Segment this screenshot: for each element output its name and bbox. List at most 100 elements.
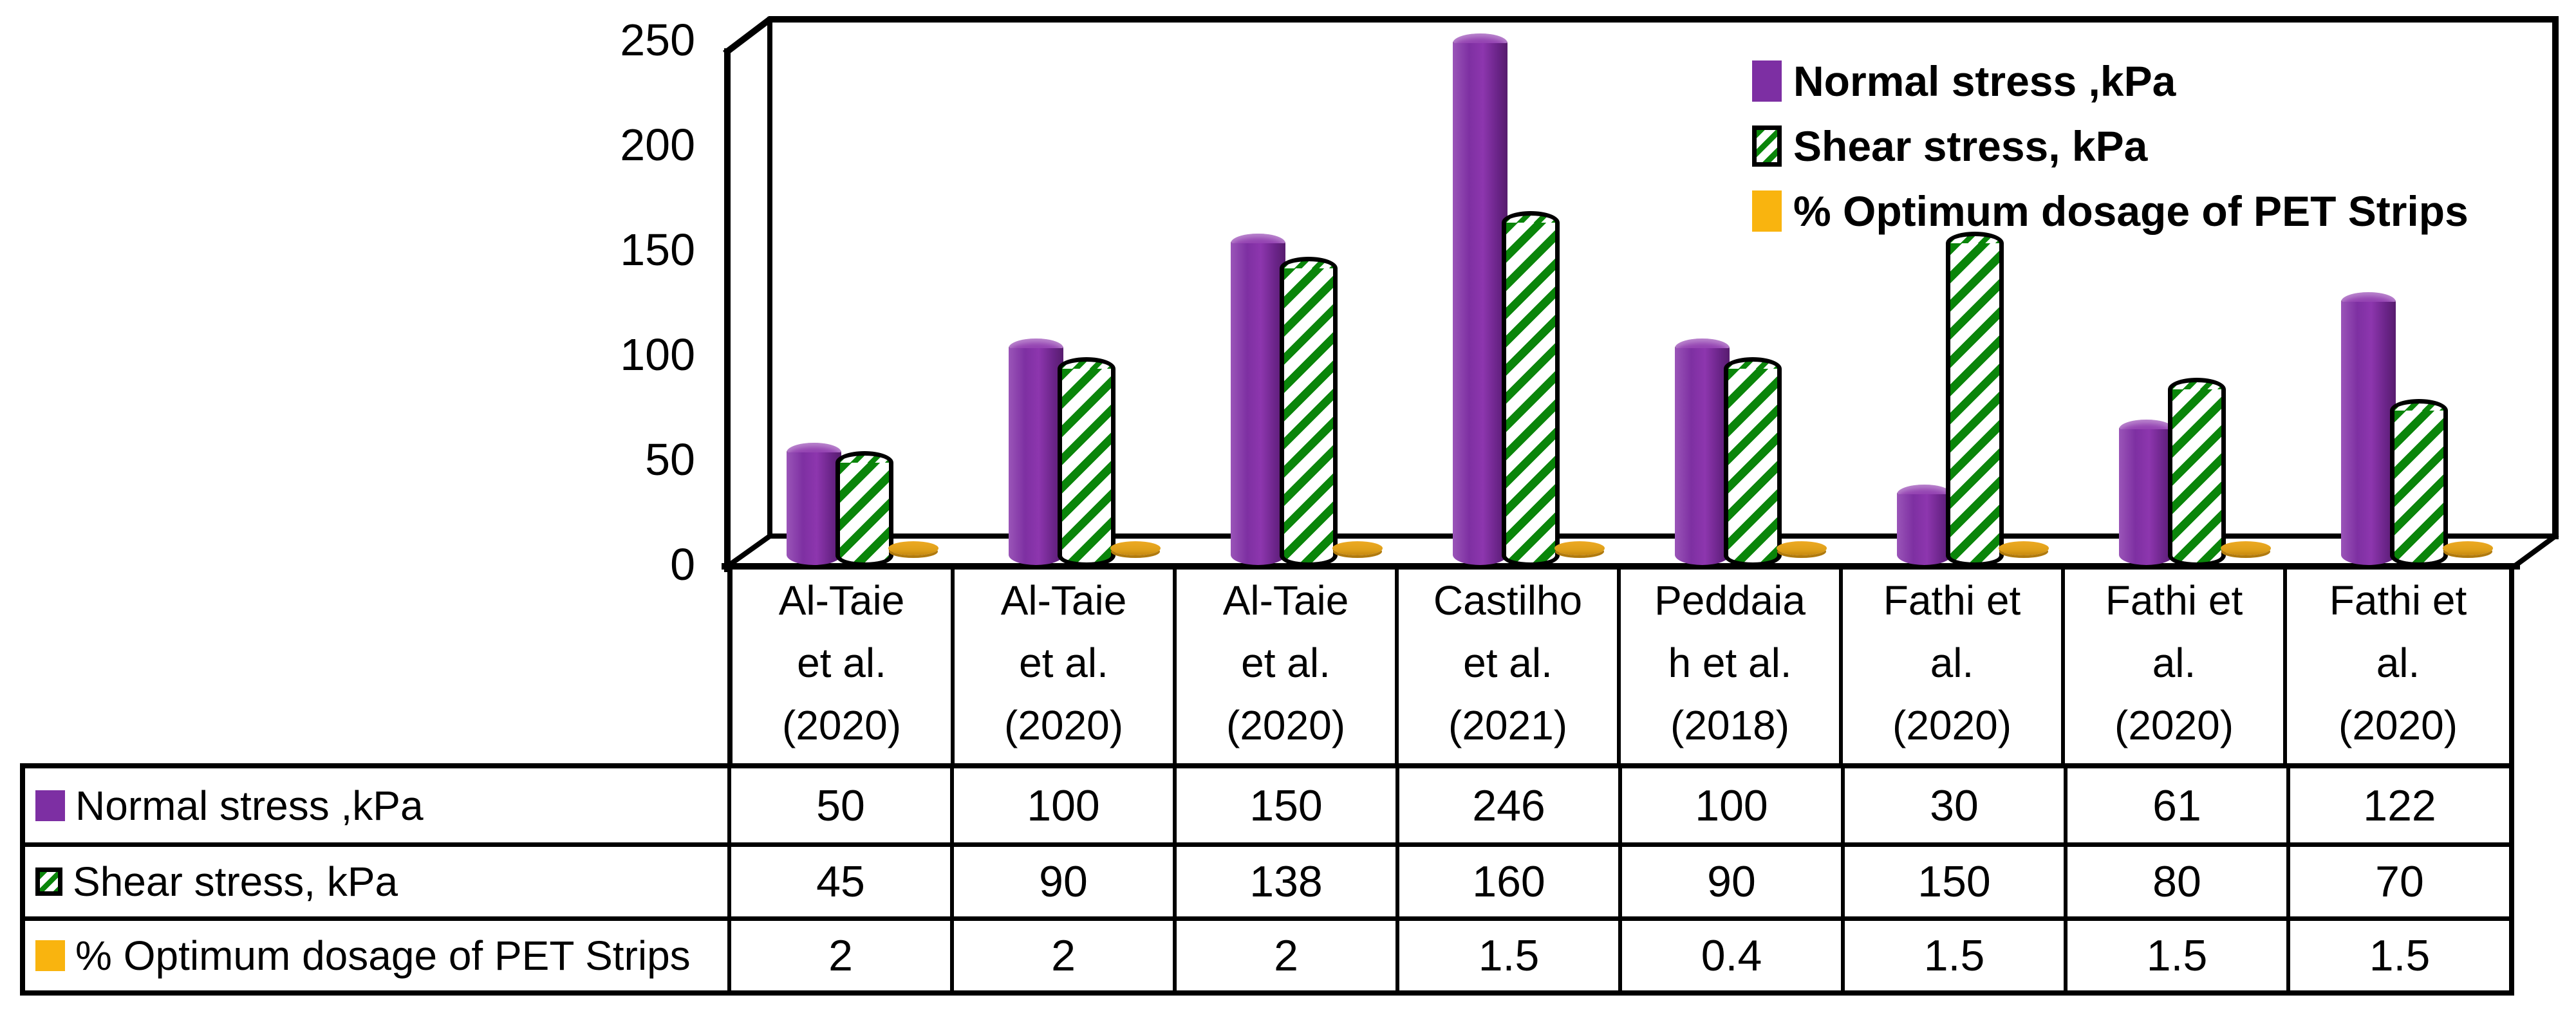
category-label: Castilho et al. (2021) (1399, 563, 1621, 763)
category-label: Al-Taie et al. (2020) (1177, 563, 1399, 763)
y-axis-tick-label: 50 (645, 434, 695, 485)
category-label: Peddaia h et al. (2018) (1621, 563, 1843, 763)
bar-normal-stress (1009, 338, 1063, 565)
legend-swatch-shear-stress-icon (1752, 125, 1782, 167)
legend-swatch-pet-dosage-icon (1752, 190, 1782, 232)
bar-shear-stress (2390, 398, 2448, 567)
bar-normal-stress (1675, 338, 1730, 565)
bar-normal-stress (1897, 484, 1952, 565)
legend-item-normal-stress: Normal stress ,kPa (1752, 59, 2469, 103)
bar-shear-stress (835, 450, 893, 567)
cylinder-body (1502, 222, 1560, 567)
category-label: Fathi et al. (2020) (1843, 563, 2065, 763)
table-cell: 90 (1618, 842, 1841, 916)
cylinder-body (1058, 368, 1115, 567)
marker-pet-dosage (1110, 541, 1161, 555)
y-axis-tick-label: 250 (620, 15, 695, 65)
marker-pet-dosage (1777, 541, 1827, 555)
category-label: Fathi et al. (2020) (2329, 577, 2467, 749)
category-label: Fathi et al. (2020) (2065, 563, 2287, 763)
bar-shear-stress (1502, 210, 1560, 567)
legend-item-shear-stress: Shear stress, kPa (1752, 124, 2469, 168)
table-cell: 2 (950, 916, 1173, 990)
cylinder-body (1897, 494, 1952, 565)
table-swatch-shear-stress-icon (35, 867, 62, 896)
table-cell: 90 (950, 842, 1173, 916)
cylinder-body (2341, 302, 2396, 565)
cylinder-body (2168, 389, 2226, 567)
marker-pet-dosage (2221, 541, 2271, 555)
marker-pet-dosage (1554, 541, 1605, 555)
cylinder-body (835, 462, 893, 567)
cylinder-body (1009, 348, 1063, 565)
table-cell: 61 (2064, 768, 2286, 842)
table-swatch-normal-stress-icon (35, 790, 65, 821)
bar-normal-stress (1231, 234, 1285, 565)
bar-normal-stress (2119, 420, 2174, 565)
data-table: Normal stress ,kPa 50 100 150 246 100 30 61 122 S… (20, 763, 2514, 996)
cylinder-body (1946, 243, 2004, 567)
table-cell: 150 (1173, 768, 1395, 842)
table-swatch-pet-dosage-icon (35, 940, 65, 971)
cylinder-body (1675, 348, 1730, 565)
cylinder-body (1231, 243, 1285, 565)
bar-normal-stress (2341, 292, 2396, 565)
cylinder-body (1453, 42, 1507, 565)
table-cell: 122 (2286, 768, 2509, 842)
bar-normal-stress (787, 442, 841, 565)
table-cell: 2 (727, 916, 950, 990)
table-cell: 1.5 (1841, 916, 2064, 990)
row-label-text: Shear stress, kPa (73, 858, 398, 905)
table-cell: 70 (2286, 842, 2509, 916)
row-label-text: % Optimum dosage of PET Strips (75, 932, 691, 979)
bar-normal-stress (1453, 33, 1507, 565)
legend-label-shear-stress: Shear stress, kPa (1793, 122, 2148, 170)
y-axis-tick-label: 200 (620, 120, 695, 170)
bar-shear-stress (1058, 357, 1115, 567)
cylinder-body (1280, 268, 1338, 567)
table-cell: 1.5 (1395, 916, 1618, 990)
y-axis-tick-label: 100 (620, 329, 695, 380)
table-cell: 45 (727, 842, 950, 916)
legend-label-pet-dosage: % Optimum dosage of PET Strips (1793, 187, 2469, 235)
table-cell: 100 (1618, 768, 1841, 842)
bar-shear-stress (2168, 378, 2226, 567)
category-label: Al-Taie et al. (2020) (733, 563, 955, 763)
row-label: % Optimum dosage of PET Strips (25, 916, 727, 990)
cylinder-body (2119, 429, 2174, 565)
chart-legend: Normal stress ,kPa Shear stress, kPa % O… (1752, 59, 2469, 233)
table-cell: 138 (1173, 842, 1395, 916)
legend-swatch-normal-stress-icon (1752, 60, 1782, 102)
cylinder-body (2390, 410, 2448, 567)
marker-pet-dosage (2443, 541, 2493, 555)
row-label: Normal stress ,kPa (25, 768, 727, 842)
table-cell: 150 (1841, 842, 2064, 916)
bar-shear-stress (1280, 257, 1338, 567)
table-cell: 246 (1395, 768, 1618, 842)
table-cell: 100 (950, 768, 1173, 842)
bar-shear-stress (1946, 232, 2004, 567)
cylinder-body (1724, 368, 1782, 567)
category-label: Al-Taie et al. (2020) (955, 563, 1177, 763)
row-label: Shear stress, kPa (25, 842, 727, 916)
table-cell: 80 (2064, 842, 2286, 916)
marker-pet-dosage (1999, 541, 2049, 555)
table-cell: 1.5 (2286, 916, 2509, 990)
cylinder-body (787, 452, 841, 565)
category-header-row: Al-Taie et al. (2020) Al-Taie et al. (202… (727, 563, 2514, 763)
y-axis-tick-label: 150 (620, 225, 695, 275)
marker-pet-dosage (1332, 541, 1383, 555)
legend-item-pet-dosage: % Optimum dosage of PET Strips (1752, 189, 2469, 233)
legend-label-normal-stress: Normal stress ,kPa (1793, 57, 2176, 105)
table-cell: 50 (727, 768, 950, 842)
table-cell: 2 (1173, 916, 1395, 990)
table-cell: 1.5 (2064, 916, 2286, 990)
table-cell: 0.4 (1618, 916, 1841, 990)
y-axis-tick-label: 0 (670, 539, 695, 589)
marker-pet-dosage (888, 541, 938, 555)
table-cell: 30 (1841, 768, 2064, 842)
bar-shear-stress (1724, 357, 1782, 567)
row-label-text: Normal stress ,kPa (75, 782, 424, 829)
table-cell: 160 (1395, 842, 1618, 916)
